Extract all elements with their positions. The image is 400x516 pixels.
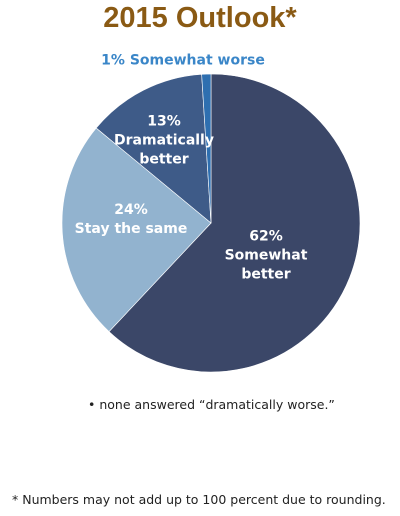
category-label: Somewhat worse — [129, 52, 265, 69]
slice-label: 13% Dramatically better — [114, 113, 214, 170]
footnote: • none answered “dramatically worse.” — [88, 397, 335, 412]
chart-title: 2015 Outlook* — [103, 2, 297, 34]
slice-label: 62% Somewhat better — [221, 228, 311, 285]
pie-slice — [61, 127, 212, 333]
pie-slice — [108, 73, 361, 373]
slice-label: 24% Stay the same — [71, 201, 191, 239]
footnote: * Numbers may not add up to 100 percent … — [12, 492, 386, 507]
pie-slice — [95, 73, 212, 224]
category-label: Stay the same — [74, 221, 188, 237]
category-label: Somewhat better — [224, 247, 308, 283]
pie-slice — [201, 73, 212, 224]
category-label: Dramatically better — [114, 132, 214, 168]
value-label: 13% — [147, 113, 181, 130]
value-label: 1% — [101, 52, 125, 69]
slice-label: 1% Somewhat worse — [101, 52, 265, 71]
value-label: 24% — [114, 202, 148, 218]
value-label: 62% — [249, 228, 283, 245]
